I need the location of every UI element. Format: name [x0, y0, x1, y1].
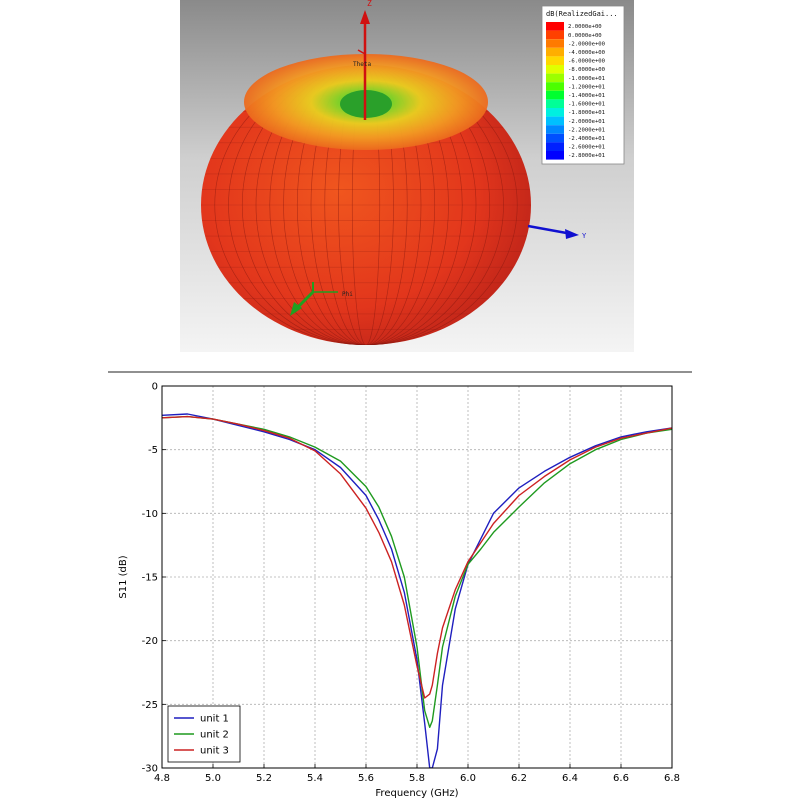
x-tick-label: 5.6 [358, 773, 374, 784]
legend-swatch [546, 73, 564, 83]
legend-swatch [546, 22, 564, 31]
x-tick-label: 5.4 [307, 773, 323, 784]
x-axis-label: Frequency (GHz) [375, 788, 458, 799]
x-tick-label: 5.8 [409, 773, 425, 784]
legend-value: 0.0000e+00 [568, 33, 602, 39]
legend-swatch [546, 99, 564, 108]
y-tick-label: -30 [142, 764, 158, 775]
legend-value: -1.6000e+01 [568, 102, 605, 108]
x-tick-labels: 4.8 5.0 5.2 5.4 5.6 5.8 6.0 6.2 6.4 6.6 6.8 [154, 764, 680, 784]
legend-swatch [546, 133, 564, 143]
legend-swatch [546, 56, 564, 65]
x-tick-label: 5.0 [205, 773, 221, 784]
legend-value: -1.4000e+01 [568, 93, 605, 99]
z-axis-arrow: Z Theta [353, 0, 372, 120]
legend-value: -6.0000e+00 [568, 59, 605, 65]
radiation-pattern-plot: Z Theta Y Phi dB(RealizedGai... 2.0000e+… [180, 0, 634, 352]
x-tick-label: 6.0 [460, 773, 476, 784]
legend-value: -2.6000e+01 [568, 145, 605, 151]
y-tick-label: -25 [142, 700, 158, 711]
z-axis-label: Z [367, 0, 372, 8]
coordinate-triad: Phi [290, 282, 353, 316]
legend-swatch [546, 108, 564, 117]
legend-title: dB(RealizedGai... [546, 10, 618, 18]
legend-swatch [546, 90, 564, 100]
color-legend: dB(RealizedGai... 2.0000e+00 0.0000e+00 -2… [541, 5, 625, 165]
legend-swatch [546, 151, 564, 160]
legend-swatch [546, 125, 564, 134]
x-tick-label: 6.2 [511, 773, 527, 784]
legend-value: -8.0000e+00 [568, 67, 605, 73]
legend-swatch [546, 39, 564, 48]
legend-swatch [546, 65, 564, 74]
phi-label: Phi [342, 291, 353, 298]
legend-label: unit 1 [200, 714, 229, 725]
x-tick-label: 6.6 [613, 773, 629, 784]
legend-value: -1.2000e+01 [568, 84, 605, 90]
series-line-unit-1 [162, 413, 672, 768]
y-tick-label: -15 [142, 573, 158, 584]
legend-value: -4.0000e+00 [568, 50, 605, 56]
series-line-unit-3 [162, 415, 672, 699]
chart-legend: unit 1 unit 2 unit 3 [167, 705, 241, 763]
y-axis-label: Y [582, 232, 587, 240]
legend-value: -2.4000e+01 [568, 136, 605, 142]
y-axis-arrow: Y [527, 224, 587, 240]
radiation-pattern-panel: Z Theta Y Phi dB(RealizedGai... 2.0000e+… [180, 0, 634, 352]
y-tick-label: 0 [152, 382, 158, 393]
legend-value: -2.0000e+01 [568, 119, 605, 125]
x-tick-label: 5.2 [256, 773, 272, 784]
y-tick-labels: 0 -5 -10 -15 -20 -25 -30 [142, 382, 166, 775]
chart-series [162, 413, 672, 768]
legend-swatch [546, 116, 564, 126]
legend-value: -1.8000e+01 [568, 110, 605, 116]
y-tick-label: -10 [142, 509, 158, 520]
legend-value: -1.0000e+01 [568, 76, 605, 82]
x-tick-label: 4.8 [154, 773, 170, 784]
legend-swatch [546, 142, 564, 151]
legend-value: -2.0000e+00 [568, 41, 605, 47]
legend-label: unit 3 [200, 746, 229, 757]
legend-value: -2.2000e+01 [568, 127, 605, 133]
legend-swatch [546, 82, 564, 91]
y-tick-label: -5 [148, 445, 158, 456]
y-axis-label: S11 (dB) [118, 555, 129, 598]
s11-chart: 4.8 5.0 5.2 5.4 5.6 5.8 6.0 6.2 6.4 6.6 6.8 0 -5 -10… [108, 371, 692, 799]
legend-swatch [546, 30, 564, 40]
legend-label: unit 2 [200, 730, 229, 741]
s11-chart-panel: 4.8 5.0 5.2 5.4 5.6 5.8 6.0 6.2 6.4 6.6 6.8 0 -5 -10… [108, 368, 692, 800]
series-line-unit-2 [162, 415, 672, 728]
y-tick-label: -20 [142, 636, 158, 647]
legend-value: -2.8000e+01 [568, 153, 605, 159]
legend-swatch [546, 47, 564, 57]
legend-value: 2.0000e+00 [568, 24, 602, 30]
theta-label: Theta [353, 61, 371, 68]
x-tick-label: 6.8 [664, 773, 680, 784]
x-tick-label: 6.4 [562, 773, 578, 784]
